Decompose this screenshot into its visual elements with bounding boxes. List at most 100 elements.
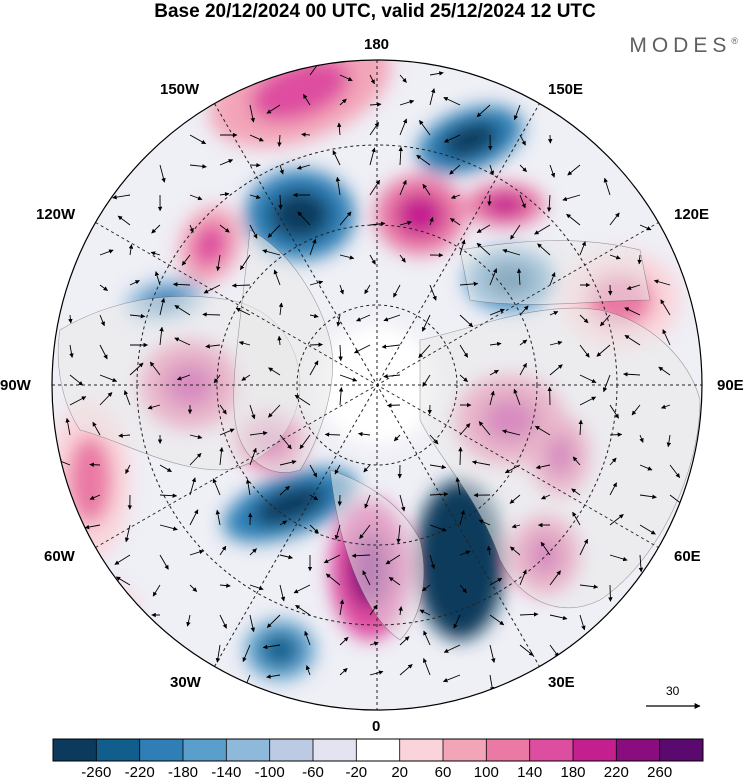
wind-vector [459, 550, 471, 556]
anomaly-core [253, 484, 327, 526]
anomaly-core [435, 516, 485, 604]
wind-vector [268, 367, 281, 376]
wind-vector [362, 570, 371, 586]
wind-vector [624, 307, 641, 316]
wind-vector [115, 576, 131, 586]
land [233, 229, 333, 473]
wind-vector [502, 248, 521, 256]
wind-vector [399, 99, 415, 106]
wind-vector [151, 224, 161, 234]
wind-vector [399, 74, 407, 83]
wind-vector [266, 614, 281, 628]
wind-vector [369, 147, 376, 166]
colorbar-tick-label: 180 [560, 764, 586, 781]
wind-vector [92, 421, 101, 436]
wind-vector [305, 665, 311, 676]
wind-vector [511, 523, 521, 529]
wind-vector [429, 464, 447, 470]
wind-vector [338, 387, 344, 406]
wind-vector [388, 576, 401, 586]
wind-vector [336, 314, 341, 327]
colorbar [52, 738, 704, 762]
wind-vector [540, 494, 551, 500]
wind-vector [129, 362, 144, 376]
colorbar-swatch [139, 739, 184, 761]
wind-vector [231, 283, 251, 288]
wind-vector [443, 644, 461, 653]
wind-vector [279, 520, 288, 526]
wind-vector [399, 179, 407, 196]
wind-vector [549, 614, 568, 621]
wind-vector [442, 674, 461, 683]
wind-vector [241, 374, 251, 381]
colorbar-swatch [399, 739, 444, 761]
wind-vector [459, 509, 466, 526]
wind-vector [249, 194, 261, 200]
wind-vector [486, 545, 492, 556]
wind-vector [459, 239, 466, 256]
colorbar-tick-label: 140 [517, 764, 543, 781]
wind-vector [279, 434, 292, 450]
wind-vector [149, 361, 161, 376]
wind-vector [453, 614, 461, 629]
wind-vector [239, 254, 251, 271]
wind-vector [309, 342, 323, 347]
wind-vector [578, 419, 583, 436]
wind-vector [159, 164, 166, 183]
wind-vector [309, 524, 319, 534]
wind-vector [599, 314, 611, 327]
wind-vector [215, 509, 221, 526]
lon-label-120e: 120E [674, 206, 710, 223]
wind-vector [152, 584, 161, 597]
wind-vector [476, 224, 491, 233]
meridian [214, 103, 540, 667]
colorbar-swatch [53, 739, 97, 761]
wind-vector [459, 344, 469, 358]
wind-vector [369, 641, 379, 646]
wind-vector [572, 511, 581, 526]
colorbar-swatch [486, 739, 530, 761]
wind-vector [159, 524, 178, 531]
wind-vector [189, 549, 204, 556]
wind-vector [519, 164, 527, 173]
colorbar-swatch [573, 739, 617, 761]
map-boundary [51, 59, 703, 711]
wind-vector [429, 284, 437, 301]
wind-vector [489, 577, 503, 586]
wind-vector [562, 194, 581, 202]
wind-vector [455, 477, 461, 496]
wind-vector [279, 164, 284, 175]
wind-vector [338, 344, 343, 362]
anomaly-core [192, 223, 228, 267]
wind-vector [304, 630, 311, 646]
wind-vector [609, 212, 620, 226]
wind-vector [339, 667, 348, 676]
wind-vector [219, 224, 230, 233]
wind-vector [219, 404, 227, 415]
wind-vector [303, 94, 311, 106]
wind-vector [335, 176, 341, 196]
lon-label-30e: 30E [548, 674, 575, 691]
wind-vector [489, 390, 495, 406]
wind-vector [609, 554, 628, 562]
colorbar-swatch [443, 739, 487, 761]
brand-mark: ® [731, 36, 738, 46]
wind-vector [339, 599, 345, 616]
wind-vector [571, 488, 581, 496]
wind-vector [189, 434, 203, 440]
latitude-circle [216, 224, 538, 546]
wind-vector [519, 134, 526, 146]
wind-vector [219, 614, 227, 629]
wind-vector [623, 371, 641, 377]
wind-vector [65, 417, 71, 436]
wind-vector [489, 369, 499, 376]
wind-vector [323, 554, 341, 564]
wind-vector [69, 344, 74, 358]
wind-vector [639, 224, 652, 231]
graticule [52, 60, 702, 710]
wind-vector [609, 432, 623, 437]
wind-vector [579, 614, 586, 631]
wind-vector [267, 224, 281, 238]
wind-vector [471, 460, 491, 466]
